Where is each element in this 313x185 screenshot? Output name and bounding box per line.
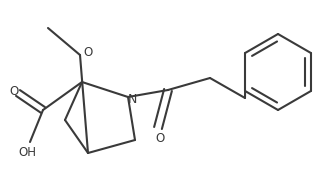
Text: O: O <box>83 46 93 58</box>
Text: O: O <box>155 132 165 144</box>
Text: OH: OH <box>18 145 36 159</box>
Text: N: N <box>127 92 137 105</box>
Text: O: O <box>9 85 19 97</box>
